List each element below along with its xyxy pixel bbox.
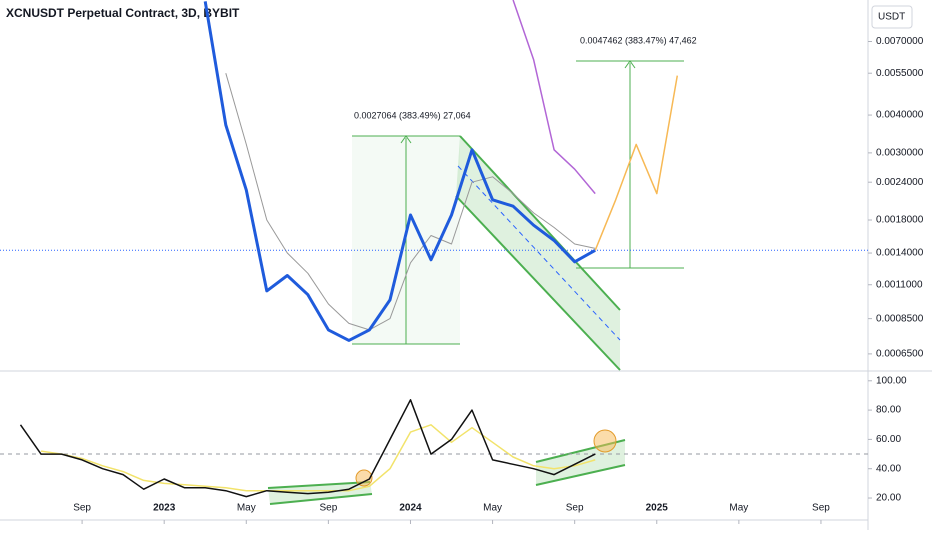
x-tick-label: May	[729, 503, 748, 514]
x-tick-label: Sep	[812, 503, 830, 514]
x-tick-label: 2023	[153, 503, 176, 514]
measure-2	[576, 60, 684, 269]
y-tick-label: 20.00	[876, 493, 901, 504]
measure-label: 0.0047462 (383.47%) 47,462	[580, 35, 697, 45]
y-tick-label: 0.0006500	[876, 349, 924, 360]
falling-channel	[455, 135, 621, 371]
y-tick-label: 0.0070000	[876, 36, 924, 47]
y-tick-label: 0.0011000	[876, 279, 923, 290]
series-line	[594, 75, 679, 251]
y-tick-label: 0.0014000	[876, 248, 924, 259]
y-tick-label: 60.00	[876, 434, 901, 445]
measure-label: 0.0027064 (383.49%) 27,064	[354, 110, 471, 120]
series-line	[19, 399, 596, 498]
y-tick-label: 0.0008500	[876, 313, 924, 324]
y-tick-label: 0.0024000	[876, 177, 924, 188]
x-tick-label: May	[237, 503, 256, 514]
x-tick-label: Sep	[73, 503, 91, 514]
y-tick-label: 100.00	[876, 375, 907, 386]
x-tick-label: 2025	[646, 503, 669, 514]
currency-label[interactable]: USDT	[878, 12, 905, 23]
y-tick-label: 0.0018000	[876, 215, 924, 226]
y-tick-label: 0.0040000	[876, 110, 924, 121]
x-tick-label: Sep	[319, 503, 337, 514]
currency-box[interactable]	[871, 5, 913, 29]
series-line	[40, 424, 596, 492]
x-tick-label: 2024	[399, 503, 422, 514]
series-line	[225, 73, 596, 331]
y-tick-label: 40.00	[876, 463, 901, 474]
y-tick-label: 0.0030000	[876, 148, 924, 159]
chart-title: XCNUSDT Perpetual Contract, 3D, BYBIT	[6, 6, 240, 20]
x-tick-label: Sep	[566, 503, 584, 514]
y-tick-label: 80.00	[876, 405, 901, 416]
series-line	[203, 1, 596, 342]
x-tick-label: May	[483, 503, 502, 514]
series-line	[512, 0, 596, 195]
y-tick-label: 0.0055000	[876, 68, 924, 79]
